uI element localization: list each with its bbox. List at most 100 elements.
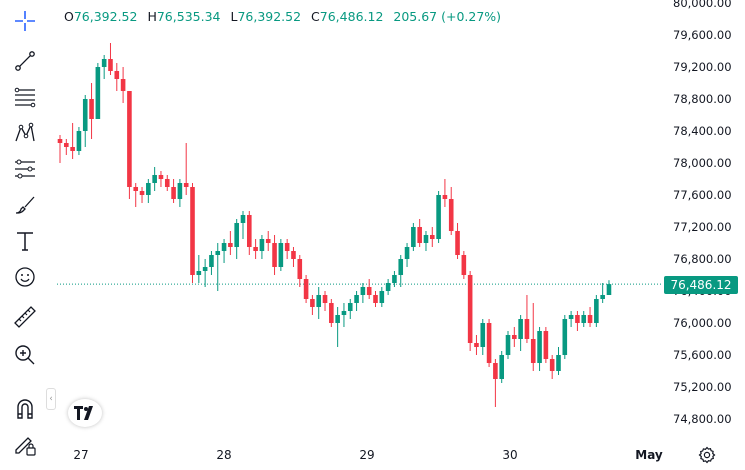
time-axis[interactable]: 27 28 29 30 May (57, 440, 662, 470)
candle[interactable] (505, 331, 511, 359)
candle[interactable] (152, 167, 157, 191)
candle[interactable] (316, 287, 322, 319)
candle[interactable] (398, 255, 404, 287)
candle[interactable] (164, 175, 170, 191)
candle[interactable] (247, 211, 252, 255)
candle[interactable] (158, 171, 164, 187)
magnet-icon[interactable] (10, 394, 40, 424)
candle[interactable] (183, 143, 189, 195)
candle[interactable] (474, 335, 479, 355)
candle[interactable] (303, 275, 309, 303)
candle[interactable] (272, 235, 277, 275)
candle[interactable] (467, 271, 473, 351)
candle[interactable] (209, 251, 214, 275)
candle[interactable] (562, 315, 568, 359)
candle[interactable] (606, 280, 612, 295)
candle[interactable] (423, 231, 429, 251)
crosshair-icon[interactable] (10, 6, 40, 36)
candle[interactable] (379, 287, 385, 307)
candle[interactable] (89, 83, 94, 139)
pencil-lock-icon[interactable] (10, 430, 40, 460)
pattern-icon[interactable] (10, 118, 40, 148)
candle[interactable] (594, 295, 599, 327)
candle[interactable] (265, 231, 271, 251)
chart-pane[interactable] (57, 0, 661, 440)
candle[interactable] (549, 355, 555, 379)
candle[interactable] (455, 223, 460, 259)
candle[interactable] (373, 291, 378, 307)
emoji-icon[interactable] (10, 262, 40, 292)
candle[interactable] (310, 295, 315, 315)
candle[interactable] (581, 311, 587, 327)
candle[interactable] (385, 279, 391, 295)
candle[interactable] (587, 307, 593, 327)
candle[interactable] (240, 211, 246, 239)
candle[interactable] (360, 283, 366, 303)
candle[interactable] (341, 303, 347, 327)
candle[interactable] (499, 351, 504, 383)
candle[interactable] (411, 223, 416, 251)
candle[interactable] (146, 179, 151, 203)
candle[interactable] (215, 243, 221, 291)
candle[interactable] (568, 311, 574, 327)
candle[interactable] (297, 255, 303, 287)
candle[interactable] (556, 347, 561, 375)
candle[interactable] (278, 239, 284, 271)
candle[interactable] (461, 251, 467, 279)
candle[interactable] (259, 235, 265, 259)
candle[interactable] (228, 231, 233, 255)
candle[interactable] (524, 295, 530, 343)
fib-retracement-icon[interactable] (10, 82, 40, 112)
price-axis[interactable]: 80,000.00 79,600.00 79,200.00 78,800.00 78,4… (661, 0, 745, 440)
candle[interactable] (101, 55, 107, 79)
candle[interactable] (543, 327, 549, 363)
candle[interactable] (530, 303, 536, 371)
candle[interactable] (57, 135, 63, 163)
candle[interactable] (417, 219, 422, 247)
candle[interactable] (600, 283, 605, 303)
candle[interactable] (442, 179, 448, 207)
candle[interactable] (221, 239, 227, 263)
candle[interactable] (76, 127, 82, 155)
candle[interactable] (322, 291, 328, 311)
candle[interactable] (493, 359, 498, 407)
candle[interactable] (82, 95, 88, 147)
candle[interactable] (329, 299, 334, 327)
candle[interactable] (512, 327, 517, 347)
zoom-in-icon[interactable] (10, 340, 40, 370)
candle[interactable] (537, 327, 542, 371)
candle[interactable] (114, 63, 120, 91)
candle[interactable] (436, 191, 441, 243)
candle[interactable] (177, 179, 183, 207)
candle[interactable] (284, 239, 290, 259)
candle[interactable] (120, 67, 126, 103)
candle[interactable] (139, 187, 145, 203)
trend-line-icon[interactable] (10, 46, 40, 76)
candle[interactable] (354, 291, 359, 311)
brush-icon[interactable] (10, 190, 40, 220)
candle[interactable] (95, 63, 101, 119)
settings-gear-icon[interactable] (698, 446, 716, 464)
candle[interactable] (190, 183, 195, 283)
candle[interactable] (202, 259, 208, 287)
candle[interactable] (392, 271, 397, 287)
candle[interactable] (291, 247, 296, 267)
prediction-icon[interactable] (10, 154, 40, 184)
candle[interactable] (404, 243, 410, 267)
toolbar-collapse-handle[interactable]: ‹ (46, 388, 56, 410)
candle[interactable] (253, 239, 258, 259)
candle[interactable] (196, 255, 202, 283)
ruler-icon[interactable] (10, 302, 40, 332)
candle[interactable] (347, 299, 353, 319)
candle[interactable] (335, 307, 340, 347)
candle[interactable] (171, 179, 176, 203)
candle[interactable] (234, 219, 239, 259)
candle[interactable] (133, 183, 139, 207)
text-tool-icon[interactable] (10, 226, 40, 256)
candle[interactable] (64, 139, 69, 155)
candlestick-chart[interactable] (57, 0, 661, 440)
tradingview-logo-icon[interactable] (68, 399, 102, 427)
candle[interactable] (366, 279, 372, 299)
candle[interactable] (480, 319, 486, 355)
candle[interactable] (486, 319, 492, 367)
